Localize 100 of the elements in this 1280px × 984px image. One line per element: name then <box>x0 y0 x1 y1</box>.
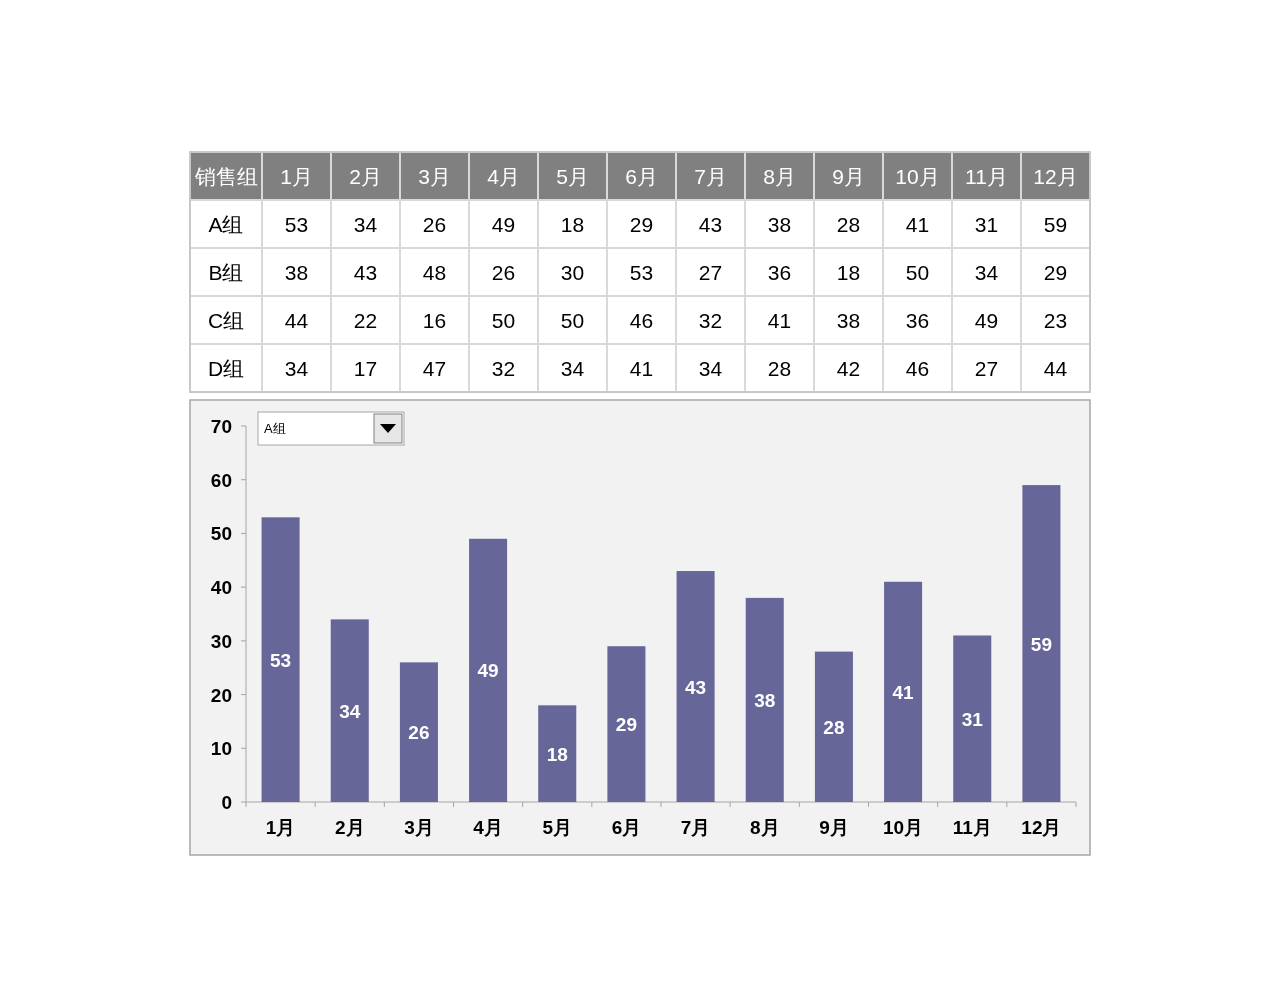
data-label: 31 <box>961 708 984 730</box>
bar <box>607 646 646 802</box>
data-label: 44 <box>284 309 309 332</box>
y-tick-label: 40 <box>210 577 232 599</box>
data-label: 32 <box>491 357 516 380</box>
data-label: 43 <box>685 676 707 698</box>
data-label: 29 <box>615 714 637 736</box>
data-label: 41 <box>629 357 654 380</box>
x-tick-label: 2月 <box>349 165 382 188</box>
x-tick-label: 4月 <box>473 817 503 838</box>
data-label: 29 <box>1043 261 1068 284</box>
data-label: 38 <box>284 261 309 284</box>
data-label: 28 <box>823 716 845 738</box>
data-label: 41 <box>892 681 915 703</box>
y-tick-label: C组 <box>207 309 245 332</box>
x-tick-label: 12月 <box>1033 165 1078 188</box>
x-tick-label: 9月 <box>819 817 849 838</box>
data-label: 34 <box>353 213 378 236</box>
data-label: 50 <box>491 309 516 332</box>
x-tick-label: 2月 <box>334 817 365 838</box>
data-label: 48 <box>422 261 447 284</box>
data-label: 28 <box>836 213 861 236</box>
bar <box>745 597 784 802</box>
data-label: 59 <box>1043 213 1068 236</box>
data-label: 34 <box>974 261 999 284</box>
y-tick-label: 60 <box>210 469 232 491</box>
data-label: 27 <box>698 261 723 284</box>
x-tick-label: 8月 <box>763 165 796 188</box>
bar <box>953 635 992 802</box>
x-tick-label: 12月 <box>1021 817 1062 838</box>
data-label: 18 <box>836 261 861 284</box>
y-tick-label: B组 <box>208 261 244 284</box>
x-tick-label: 6月 <box>625 165 658 188</box>
x-tick-label: 11月 <box>965 165 1008 188</box>
x-tick-label: 3月 <box>404 817 434 838</box>
data-label: 38 <box>836 309 861 332</box>
y-tick-label: D组 <box>207 357 245 380</box>
data-label: 38 <box>754 689 776 711</box>
y-tick-label: 70 <box>210 416 232 437</box>
data-label: 43 <box>698 213 723 236</box>
data-label: 31 <box>974 213 999 236</box>
data-label: 41 <box>905 213 930 236</box>
y-axis-title: 销售组 <box>193 165 258 188</box>
y-tick-label: 50 <box>210 523 232 545</box>
data-label: 49 <box>477 660 499 682</box>
x-tick-label: 1月 <box>265 817 296 838</box>
data-label: 44 <box>1043 357 1068 380</box>
x-tick-label: 8月 <box>749 817 780 838</box>
x-tick-label: 4月 <box>487 165 520 188</box>
x-tick-label: 6月 <box>611 817 642 838</box>
data-label: 47 <box>422 357 447 380</box>
bar <box>538 705 577 802</box>
x-tick-label: 5月 <box>542 817 573 838</box>
data-label: 49 <box>491 213 516 236</box>
x-tick-label: 5月 <box>556 165 589 188</box>
bar <box>399 662 438 802</box>
bar <box>1022 485 1061 802</box>
data-label: 17 <box>353 357 378 380</box>
data-label: 26 <box>408 722 430 744</box>
data-label: 50 <box>560 309 585 332</box>
data-label: 27 <box>974 357 999 380</box>
y-tick-label: 20 <box>210 684 232 706</box>
data-label: 53 <box>270 649 292 671</box>
data-label: 30 <box>560 261 585 284</box>
x-tick-label: 11月 <box>952 817 992 838</box>
bar <box>330 619 369 802</box>
data-label: 36 <box>767 261 792 284</box>
x-tick-label: 10月 <box>883 817 924 838</box>
data-label: 34 <box>284 357 309 380</box>
data-label: 29 <box>629 213 654 236</box>
x-tick-label: 3月 <box>418 165 451 188</box>
y-tick-label: 10 <box>210 738 232 760</box>
data-label: 18 <box>560 213 585 236</box>
bar <box>884 581 923 802</box>
data-label: 34 <box>698 357 723 380</box>
data-label: 34 <box>339 700 361 722</box>
x-tick-label: 9月 <box>832 165 865 188</box>
y-tick-label: A组 <box>208 213 244 236</box>
data-label: 53 <box>629 261 654 284</box>
x-tick-label: 10月 <box>895 165 940 188</box>
bar <box>814 651 853 802</box>
bar <box>469 538 508 802</box>
bar <box>676 571 715 802</box>
data-label: 26 <box>491 261 516 284</box>
data-label: 36 <box>905 309 930 332</box>
data-label: 49 <box>974 309 999 332</box>
data-label: 43 <box>353 261 378 284</box>
y-tick-label: 0 <box>221 792 232 813</box>
data-label: 53 <box>284 213 309 236</box>
data-label: 59 <box>1030 633 1052 655</box>
data-label: 22 <box>353 309 378 332</box>
x-tick-label: 7月 <box>680 817 711 838</box>
x-tick-label: 1月 <box>280 165 313 188</box>
y-tick-label: 30 <box>210 630 232 652</box>
data-label: 18 <box>546 743 568 765</box>
data-label: 46 <box>905 357 930 380</box>
data-label: 42 <box>836 357 861 380</box>
data-label: 38 <box>767 213 792 236</box>
x-tick-label: 7月 <box>694 165 727 188</box>
data-label: 46 <box>629 309 654 332</box>
